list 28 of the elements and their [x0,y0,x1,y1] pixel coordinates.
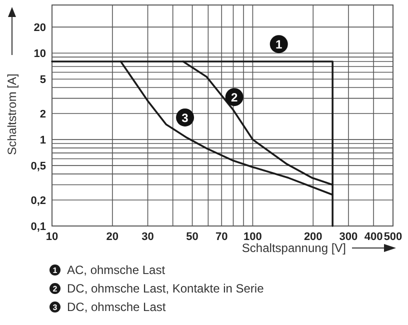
y-tick-label: 2 [40,108,46,121]
y-tick-label: 10 [34,48,46,60]
x-tick-label: 100 [244,231,262,243]
text: 2 [52,284,58,294]
y-axis-title: Schaltstrom [A] [5,74,19,155]
y-tick-label: 20 [34,22,46,34]
legend-label: DC, ohmsche Last, Kontakte in Serie [67,282,264,296]
x-tick-label: 20 [106,231,119,243]
x-tick-label: 30 [142,231,154,243]
legend-label: DC, ohmsche Last [67,300,166,314]
y-tick-label: 5 [40,74,46,86]
y-tick-label: 0,5 [30,160,46,173]
x-tick-label: 50 [186,231,198,243]
x-tick-label: 400 [364,231,383,243]
x-tick-label: 300 [339,231,358,243]
text: 3 [52,303,58,312]
annotation: 1 [276,38,283,52]
annotation: 3 [182,110,189,125]
x-tick-label: 70 [215,231,228,243]
y-tick-label: 1 [40,134,46,147]
annotation: 2 [231,90,238,105]
x-tick-label: 200 [304,231,322,243]
text: 1 [52,266,58,275]
y-tick-label: 0,1 [30,221,46,233]
x-axis-title: Schaltspannung [V] [242,241,346,255]
legend-label: AC, ohmsche Last [67,263,166,277]
y-tick-label: 0,2 [30,194,46,207]
x-tick-label: 500 [384,231,402,243]
